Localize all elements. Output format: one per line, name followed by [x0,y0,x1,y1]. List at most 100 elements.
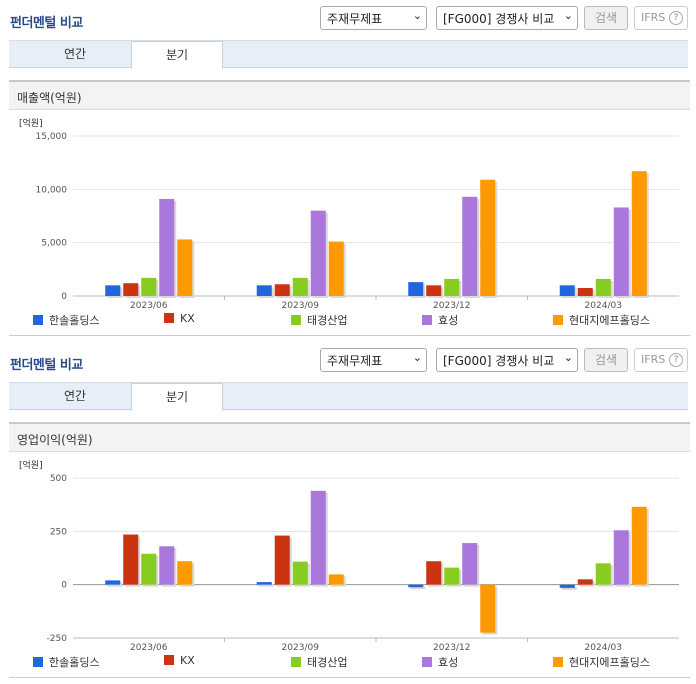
legend-swatch [33,657,43,667]
bar[interactable] [480,179,496,296]
legend-swatch [422,657,432,667]
bar[interactable] [256,285,272,296]
tab-annual[interactable]: 연간 [63,389,87,403]
bar[interactable] [426,285,442,296]
bar[interactable] [408,584,424,588]
bar[interactable] [613,530,629,585]
legend-item[interactable]: 태경산업 [291,312,347,328]
bar[interactable] [310,210,326,296]
legend-swatch [422,315,432,325]
fundamental-panel-operating-income: 펀더멘털 비교 주재무제표 ⌄ [FG000] 경쟁사 비교 ⌄ 검색 IFRS? … [0,342,696,684]
bar[interactable] [631,506,647,585]
ifrs-button[interactable]: IFRS? [634,348,688,372]
peer-select-value: [FG000] 경쟁사 비교 [443,12,555,26]
bar[interactable] [595,563,611,585]
fundamental-panel-revenue: 펀더멘털 비교 주재무제표 ⌄ [FG000] 경쟁사 비교 ⌄ 검색 IFRS? … [0,0,696,336]
unit-label: [억원] [19,117,43,129]
bar[interactable] [577,579,593,585]
bar[interactable] [426,561,442,585]
legend-label: 효성 [438,656,459,669]
legend-item[interactable]: 현대지에프홀딩스 [553,654,650,670]
bar[interactable] [310,490,326,585]
bar[interactable] [159,546,175,585]
tab-annual[interactable]: 연간 [63,47,87,61]
bar[interactable] [105,285,121,296]
bar[interactable] [559,584,575,588]
legend-swatch [164,313,174,323]
bar[interactable] [274,535,290,585]
bar[interactable] [462,543,478,585]
chart-section-bar: 매출액(억원) [9,80,690,110]
legend-label: 태경산업 [307,656,348,669]
bar[interactable] [141,277,157,296]
x-tick-label: 2023/09 [282,301,320,310]
bar[interactable] [444,278,460,296]
bar[interactable] [613,207,629,296]
legend-item[interactable]: 태경산업 [291,654,347,670]
bar-shadow [410,586,426,590]
chevron-down-icon: ⌄ [563,9,573,22]
bar[interactable] [480,584,496,633]
bar[interactable] [577,288,593,296]
legend-label: 한솔홀딩스 [49,656,100,669]
legend-item[interactable]: 한솔홀딩스 [33,654,100,670]
search-button[interactable]: 검색 [584,6,628,30]
chevron-down-icon: ⌄ [563,351,573,364]
bar[interactable] [105,580,121,585]
y-tick-label: 500 [50,474,67,484]
statement-select[interactable]: 주재무제표 ⌄ [320,348,427,372]
bar[interactable] [123,283,139,296]
legend-swatch [33,315,43,325]
revenue-chart: [억원] 0 5,000 10,000 15,000 2023/06 2023/09 2023… [19,117,679,311]
peer-select-value: [FG000] 경쟁사 비교 [443,354,555,368]
y-tick-label: -250 [47,634,68,644]
bar[interactable] [292,561,308,585]
peer-select[interactable]: [FG000] 경쟁사 비교 ⌄ [436,348,578,372]
legend-item[interactable]: KX [164,654,195,667]
bar[interactable] [408,282,424,296]
legend-item[interactable]: 효성 [422,312,458,328]
legend-item[interactable]: 한솔홀딩스 [33,312,100,328]
legend-item[interactable]: 효성 [422,654,458,670]
chart-container: [억원] -250 0 250 500 2023/06 2023/09 2023/12 2024… [9,452,690,678]
help-icon[interactable]: ? [669,353,683,367]
tab-quarterly[interactable]: 분기 [131,41,223,69]
legend-swatch [553,315,563,325]
bar[interactable] [159,198,175,296]
ifrs-button[interactable]: IFRS? [634,6,688,30]
bar[interactable] [328,574,344,585]
bar[interactable] [141,553,157,585]
chevron-down-icon: ⌄ [412,351,422,364]
bar[interactable] [177,239,193,296]
legend-swatch [553,657,563,667]
bar[interactable] [292,277,308,296]
bar[interactable] [256,582,272,585]
legend-swatch [291,657,301,667]
chart-title: 영업이익(억원) [17,433,93,447]
bar[interactable] [444,567,460,585]
legend-item[interactable]: KX [164,312,195,325]
bar[interactable] [631,171,647,296]
legend-label: KX [180,312,195,325]
period-tabs: 연간 분기 [9,382,688,411]
period-tabs: 연간 분기 [9,40,688,69]
x-tick-label: 2024/03 [585,301,622,310]
bar[interactable] [559,285,575,296]
bar[interactable] [177,561,193,585]
panel-header: 펀더멘털 비교 주재무제표 ⌄ [FG000] 경쟁사 비교 ⌄ 검색 IFRS? [0,0,696,36]
bar[interactable] [274,284,290,296]
bar[interactable] [123,534,139,585]
chart-section-bar: 영업이익(억원) [9,422,690,452]
bar[interactable] [328,241,344,296]
bar[interactable] [595,278,611,296]
legend-item[interactable]: 현대지에프홀딩스 [553,312,650,328]
chart-legend: 한솔홀딩스 KX 태경산업 효성 현대지에프홀딩스 [9,654,690,672]
x-tick-label: 2024/03 [585,643,622,652]
statement-select[interactable]: 주재무제표 ⌄ [320,6,427,30]
peer-select[interactable]: [FG000] 경쟁사 비교 ⌄ [436,6,578,30]
operating-income-chart: [억원] -250 0 250 500 2023/06 2023/09 2023/12 2024… [19,459,679,653]
search-button[interactable]: 검색 [584,348,628,372]
tab-quarterly[interactable]: 분기 [131,383,223,411]
bar[interactable] [462,196,478,296]
help-icon[interactable]: ? [669,11,683,25]
